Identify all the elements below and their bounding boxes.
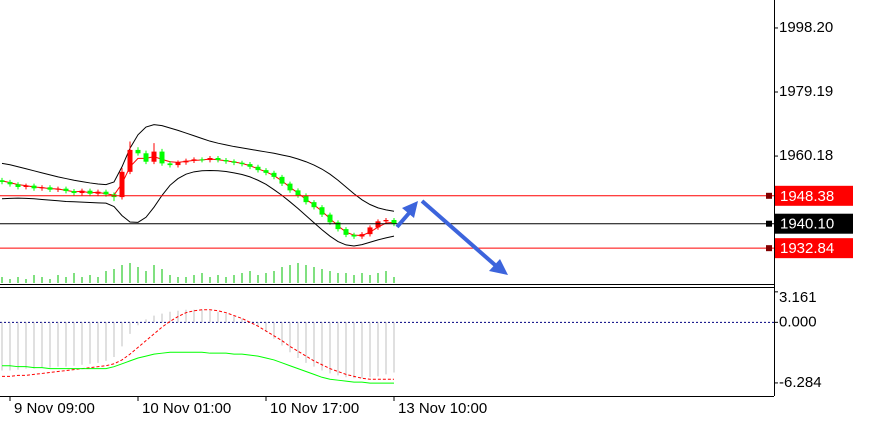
price-level-marker <box>766 220 772 227</box>
x-tick-label: 10 Nov 17:00 <box>270 400 359 417</box>
candle-body <box>143 153 149 162</box>
indicator-line <box>1 124 395 212</box>
price-level-label: 1940.10 <box>780 216 834 233</box>
price-level-label: 1948.38 <box>780 188 834 205</box>
candle-body <box>311 202 317 208</box>
candle-body <box>39 187 45 189</box>
candle-body <box>279 176 285 184</box>
candle-body <box>271 172 277 177</box>
candle-body <box>79 190 85 194</box>
candle-body <box>319 207 325 215</box>
candle-body <box>215 158 221 161</box>
candle-body <box>31 185 37 189</box>
candle-body <box>367 227 373 235</box>
candle-body <box>7 181 13 185</box>
candle-body <box>103 191 109 195</box>
candle-body <box>119 171 125 198</box>
arrow-down <box>420 199 497 267</box>
candle-body <box>287 183 293 191</box>
price-level-box <box>775 213 853 234</box>
candle-body <box>63 188 69 192</box>
candle-body <box>223 160 229 162</box>
candle-body <box>0 180 5 182</box>
candle-body <box>255 166 261 171</box>
candle-body <box>343 229 349 235</box>
candle-body <box>55 188 61 190</box>
candle-body <box>263 170 269 173</box>
signal-line <box>2 309 394 380</box>
y-tick-label: 3.161 <box>779 289 817 306</box>
indicator-line <box>2 351 394 384</box>
price-level-box <box>775 238 853 259</box>
candle-body <box>87 190 93 194</box>
arrow-up <box>395 210 412 229</box>
y-tick-label: 0.000 <box>779 313 817 330</box>
candle-body <box>47 187 53 190</box>
arrow-head <box>402 201 418 218</box>
candle-body <box>15 184 21 187</box>
candle-body <box>167 163 173 166</box>
candle-body <box>183 160 189 163</box>
y-tick-label: -6.284 <box>779 374 822 391</box>
price-level-label: 1932.84 <box>780 240 834 257</box>
plot-layer: 1998.20 1979.19 1960.18 1948.38 1940.10 1932.… <box>0 19 853 417</box>
candle-body <box>295 190 301 196</box>
y-tick-label: 1979.19 <box>779 83 833 100</box>
price-level-marker <box>766 192 772 199</box>
candle-body <box>95 191 101 194</box>
candle-body <box>151 151 157 162</box>
candle-body <box>199 159 205 161</box>
candle-body <box>383 219 389 222</box>
candle-body <box>127 149 133 172</box>
candle-body <box>391 219 397 224</box>
candle-body <box>351 234 357 237</box>
candle-body <box>247 164 253 167</box>
price-level-marker <box>766 245 772 252</box>
x-tick-label: 10 Nov 01:00 <box>142 400 231 417</box>
candle-body <box>159 151 165 164</box>
candle-body <box>175 162 181 166</box>
candle-body <box>375 221 381 228</box>
candle-body <box>135 149 141 154</box>
price-level-box <box>775 185 853 206</box>
y-tick-label: 1998.20 <box>779 19 833 36</box>
arrow-head <box>489 259 508 275</box>
candle-body <box>327 214 333 223</box>
candle-body <box>23 185 29 187</box>
candle-body <box>335 222 341 230</box>
candle-body <box>239 162 245 165</box>
candle-body <box>207 158 213 161</box>
forecast-arrows <box>395 199 508 275</box>
x-tick-label: 13 Nov 10:00 <box>398 400 487 417</box>
candle-body <box>359 234 365 237</box>
candle-body <box>303 195 309 203</box>
candle-body <box>71 191 77 194</box>
candle-body <box>231 161 237 163</box>
candle-body <box>191 159 197 161</box>
x-tick-label: 9 Nov 09:00 <box>14 400 95 417</box>
indicator-line <box>1 169 395 247</box>
y-tick-label: 1960.18 <box>779 147 833 164</box>
